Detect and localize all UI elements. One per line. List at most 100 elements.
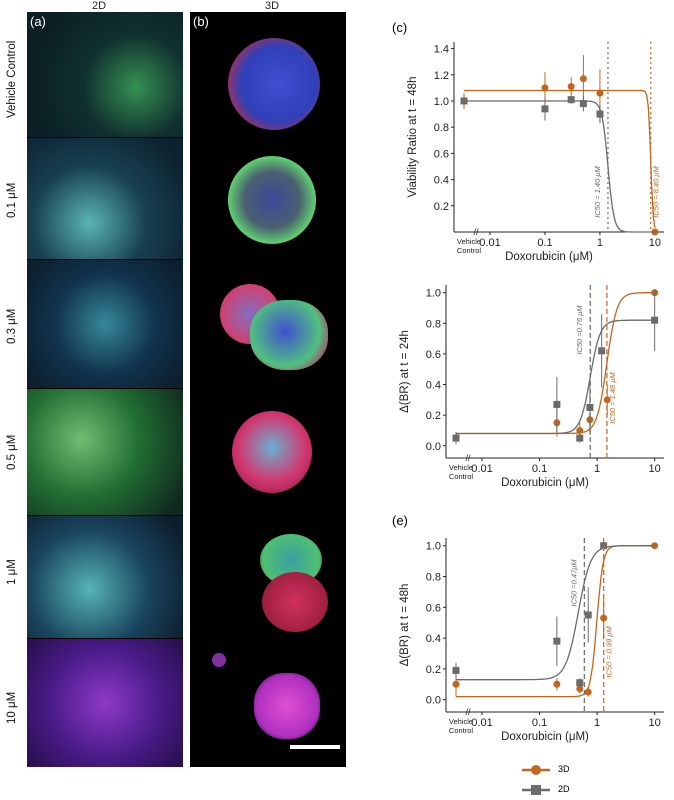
y-tick-label: 0.4: [434, 175, 449, 187]
x-tick-label: 1: [597, 237, 603, 249]
x-axis-label: Doxorubicin (μM): [501, 731, 589, 743]
x-tick-label: 0.1: [532, 717, 547, 729]
legend-marker-3d: [531, 765, 541, 775]
micrograph-column-2d: (a): [27, 12, 183, 767]
x-tick-label: 10: [649, 237, 661, 249]
data-point-2d: [553, 637, 561, 645]
fit-curve-2d: [456, 319, 655, 435]
fit-curve-3d: [456, 292, 655, 435]
y-tick-label: 0.4: [426, 380, 441, 392]
vehicle-label: Vehicle: [449, 463, 473, 472]
y-tick-label: 1.0: [426, 288, 441, 300]
x-tick-label: 1: [594, 717, 600, 729]
micrograph-2d-10: [27, 639, 183, 767]
y-tick-label: 0.2: [434, 201, 449, 213]
x-tick-label: 0.01: [471, 463, 492, 475]
y-tick-label: 0.2: [426, 410, 441, 422]
fit-curve-2d: [464, 100, 655, 233]
legend: 3D 2D: [522, 762, 642, 798]
micrograph-3d-1: [190, 516, 346, 638]
panel-label-a: (a): [30, 14, 46, 29]
y-tick-label: 1.0: [426, 541, 441, 553]
micrograph-2d-0-5: [27, 389, 183, 515]
panel-label-c: (c): [392, 20, 408, 35]
x-axis-label: Doxorubicin (μM): [501, 477, 589, 489]
data-point-2d: [567, 96, 575, 104]
data-point-2d: [553, 400, 561, 408]
vehicle-label: Vehicle: [457, 237, 481, 246]
y-tick-label: 0.0: [426, 441, 441, 453]
micrograph-column-3d: (b): [190, 12, 346, 767]
data-point-2d: [460, 97, 468, 105]
data-point-2d: [584, 611, 592, 619]
micrograph-2d-1: [27, 516, 183, 638]
micrograph-2d-0-3: [27, 260, 183, 388]
vehicle-label: Control: [457, 246, 482, 255]
data-point-2d: [600, 542, 608, 550]
ic50-label: IC50 = 1.48 μM: [608, 372, 617, 424]
micrograph-3d-vehicle: [190, 12, 346, 137]
x-tick-label: 0.1: [537, 237, 552, 249]
x-tick-label: 0.01: [471, 717, 492, 729]
y-tick-label: 0.8: [434, 122, 449, 134]
vehicle-label: Control: [449, 726, 474, 735]
data-point-2d: [598, 347, 606, 355]
micrograph-2d-vehicle: [27, 12, 183, 137]
data-point-2d: [596, 110, 604, 118]
vehicle-label: Vehicle: [449, 717, 473, 726]
micrograph-3d-0-3: [190, 260, 346, 388]
y-tick-label: 0.8: [426, 571, 441, 583]
y-axis-label: Δ(BR) at t = 24h: [399, 330, 411, 413]
fit-curve-3d: [456, 545, 655, 698]
fit-curve-3d: [464, 89, 656, 228]
column-title-3d: 3D: [265, 0, 280, 12]
data-point-3d: [452, 680, 460, 688]
y-tick-label: 0.0: [426, 695, 441, 707]
panel-label-e: (e): [392, 513, 408, 528]
panel-label-b: (b): [193, 14, 209, 29]
column-title-2d: 2D: [92, 0, 107, 12]
data-point-2d: [452, 666, 460, 674]
data-point-3d: [576, 685, 584, 693]
data-point-2d: [452, 434, 460, 442]
micrograph-2d-0-1: [27, 138, 183, 259]
fit-curve-2d: [456, 545, 655, 681]
data-point-3d: [579, 75, 587, 83]
ic50-label: IC50 = 1.40 μM: [593, 166, 602, 218]
x-tick-label: 10: [649, 463, 661, 475]
x-tick-label: 1: [594, 463, 600, 475]
data-point-3d: [596, 89, 604, 97]
x-tick-label: 0.1: [532, 463, 547, 475]
y-tick-label: 0.6: [426, 602, 441, 614]
data-point-3d: [553, 680, 561, 688]
x-axis-break: //: [473, 227, 479, 237]
ic50-label: IC50 =0.76 μM: [575, 305, 584, 355]
legend-label-2d: 2D: [558, 784, 570, 794]
x-axis-label: Doxorubicin (μM): [505, 251, 593, 263]
scale-bar: [290, 745, 340, 749]
data-point-3d: [576, 426, 584, 434]
y-tick-label: 0.6: [426, 349, 441, 361]
data-point-3d: [541, 84, 549, 92]
data-point-2d: [541, 105, 549, 113]
x-tick-label: 10: [649, 717, 661, 729]
x-axis-break: //: [465, 707, 471, 717]
y-tick-label: 0.4: [426, 633, 441, 645]
y-axis-label: Viability Ratio at t = 48h: [407, 77, 419, 198]
data-point-2d: [579, 100, 587, 108]
data-point-3d: [584, 688, 592, 696]
micrograph-3d-0-5: [190, 389, 346, 515]
legend-label-3d: 3D: [558, 764, 570, 774]
y-tick-label: 1.2: [434, 70, 449, 82]
ic50-label: IC50 =0.47μM: [569, 559, 578, 607]
data-point-2d: [651, 316, 659, 324]
data-point-2d: [576, 679, 584, 687]
y-tick-label: 0.8: [426, 318, 441, 330]
x-axis-break: //: [465, 453, 471, 463]
x-tick-label: 0.01: [479, 237, 500, 249]
y-tick-label: 0.2: [426, 664, 441, 676]
ic50-label: IC50 = 8.40 μM: [652, 166, 661, 218]
micrograph-3d-0-1: [190, 138, 346, 259]
data-point-2d: [576, 434, 584, 442]
